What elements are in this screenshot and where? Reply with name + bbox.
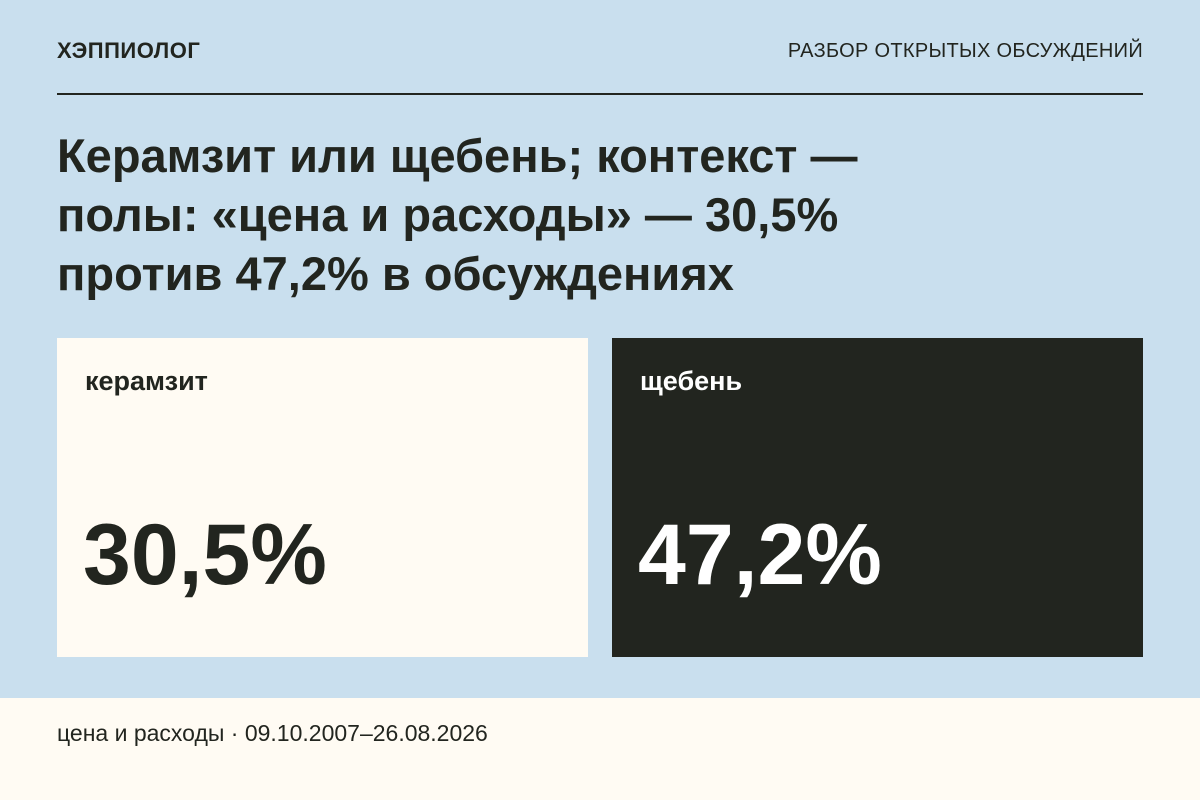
title-line: Керамзит или щебень; контекст —	[57, 129, 858, 182]
divider	[57, 93, 1143, 95]
card-value: 47,2%	[638, 507, 882, 603]
title-line: полы: «цена и расходы» — 30,5%	[57, 188, 839, 241]
footer-text: цена и расходы · 09.10.2007–26.08.2026	[57, 720, 488, 746]
footer: цена и расходы · 09.10.2007–26.08.2026	[0, 698, 1200, 800]
card-label: щебень	[640, 366, 743, 396]
title: Керамзит или щебень; контекст — полы: «ц…	[57, 126, 857, 303]
title-line: против 47,2% в обсуждениях	[57, 247, 734, 300]
card-value: 30,5%	[83, 507, 327, 603]
section-label: РАЗБОР ОТКРЫТЫХ ОБСУЖДЕНИЙ	[787, 40, 1143, 62]
brand: ХЭППИОЛОГ	[57, 38, 201, 63]
card: щебень 47,2%	[612, 338, 1143, 657]
card: керамзит 30,5%	[57, 338, 588, 657]
card-label: керамзит	[85, 366, 208, 396]
